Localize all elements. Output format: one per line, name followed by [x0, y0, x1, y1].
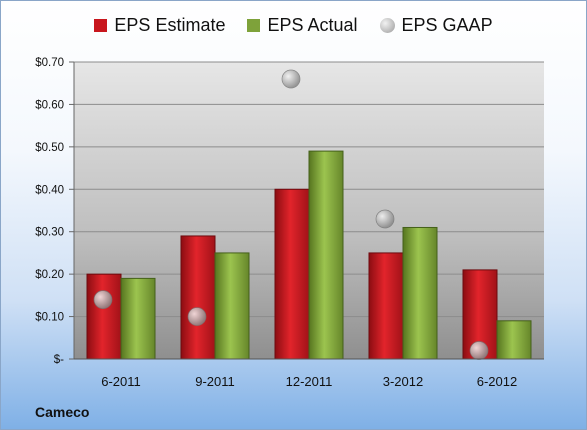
legend-item-eps-estimate: EPS Estimate: [94, 15, 225, 36]
y-tick-label: $0.50: [35, 142, 64, 154]
bar-eps-actual: [402, 226, 438, 360]
y-tick-label: $-: [54, 354, 64, 366]
bar-eps-actual: [120, 277, 156, 360]
point-eps-gaap: [187, 307, 207, 326]
legend-label-eps-actual: EPS Actual: [267, 15, 358, 35]
y-tick-label: $0.40: [35, 184, 64, 196]
point-eps-gaap: [93, 290, 113, 309]
x-tick-label: 12-2011: [286, 374, 333, 389]
company-label: Cameco: [35, 404, 90, 420]
y-tick-label: $0.20: [35, 269, 64, 281]
y-tick-label: $0.70: [35, 57, 64, 69]
y-axis-ticks: $- $0.10 $0.20 $0.30 $0.40 $0.50 $0.60 $0.70: [35, 57, 75, 366]
legend-item-eps-actual: EPS Actual: [247, 15, 358, 36]
legend: EPS Estimate EPS Actual EPS GAAP: [1, 15, 586, 36]
legend-label-eps-gaap: EPS GAAP: [401, 15, 493, 35]
bar-eps-estimate: [86, 273, 122, 360]
bar-eps-estimate: [274, 188, 310, 360]
y-tick-label: $0.60: [35, 99, 64, 111]
bars: [86, 150, 532, 360]
legend-swatch-eps-estimate: [94, 19, 108, 32]
bar-eps-actual: [496, 320, 532, 360]
bar-eps-estimate: [368, 252, 404, 360]
point-eps-gaap: [375, 209, 395, 229]
x-axis-ticks: 6-2011 9-2011 12-2011 3-2012 6-2012: [74, 358, 544, 389]
point-eps-gaap: [281, 69, 301, 89]
bar-eps-actual: [308, 150, 344, 360]
x-tick-label: 9-2011: [195, 374, 235, 389]
x-tick-label: 3-2012: [383, 374, 423, 389]
y-tick-label: $0.10: [35, 312, 64, 324]
legend-swatch-eps-actual: [247, 19, 261, 32]
bar-eps-actual: [214, 252, 250, 360]
point-eps-gaap: [469, 341, 489, 360]
y-tick-label: $0.30: [35, 227, 64, 239]
gaap-points: [93, 69, 489, 360]
bar-eps-estimate: [180, 235, 216, 360]
legend-label-eps-estimate: EPS Estimate: [114, 15, 226, 35]
legend-swatch-eps-gaap: [379, 18, 395, 33]
x-tick-label: 6-2011: [101, 374, 141, 389]
x-tick-label: 6-2012: [477, 374, 517, 389]
legend-item-eps-gaap: EPS GAAP: [379, 15, 493, 36]
